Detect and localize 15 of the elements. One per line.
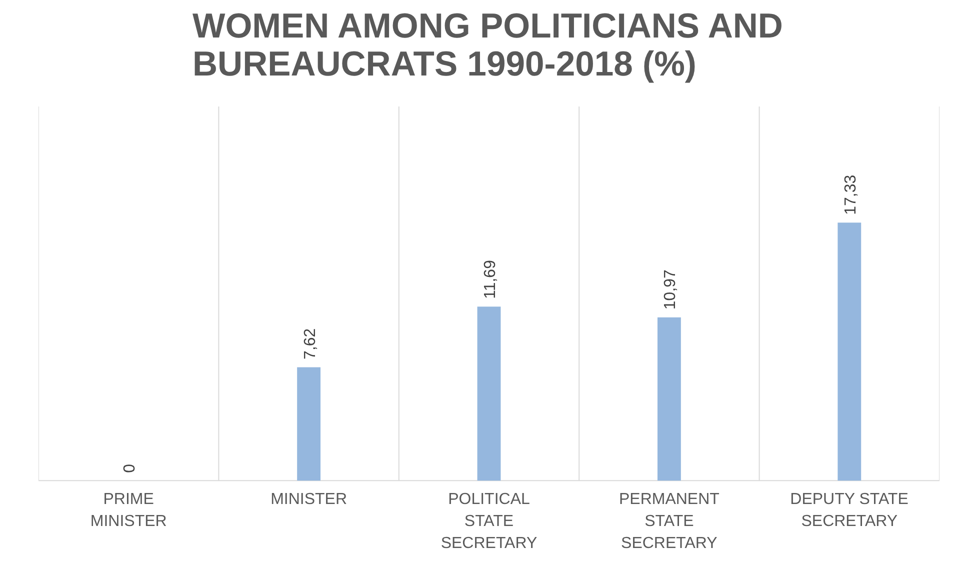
x-tick-label: DEPUTY STATE SECRETARY — [790, 490, 908, 530]
bar — [838, 222, 862, 481]
bar — [477, 306, 501, 481]
data-label: 11,69 — [482, 260, 499, 299]
data-label: 17,33 — [842, 174, 860, 215]
chart-title: WOMEN AMONG POLITICIANS AND BUREAUCRATS 1990-2018 (%) — [192, 8, 783, 84]
x-tick-label: POLITICAL STATE SECRETARY — [440, 490, 538, 552]
data-label: 0 — [122, 464, 139, 473]
bar — [657, 317, 681, 481]
x-tick-label: MINISTER — [270, 490, 348, 508]
data-label: 10,97 — [662, 269, 680, 310]
data-label: 7,62 — [302, 328, 319, 360]
x-tick-label: PERMANENT STATE SECRETARY — [618, 490, 720, 552]
x-tick-label: PRIME MINISTER — [90, 490, 167, 530]
bar — [297, 367, 321, 481]
